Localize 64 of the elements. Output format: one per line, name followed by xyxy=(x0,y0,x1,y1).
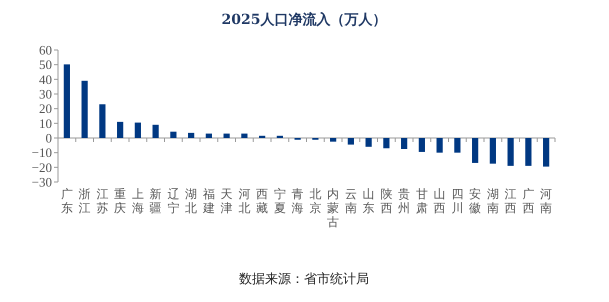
x-tick-label: 天津 xyxy=(220,187,233,215)
bar xyxy=(330,138,336,142)
x-tick-label: 云南 xyxy=(344,187,357,215)
x-tick-label: 甘肃 xyxy=(416,187,428,215)
x-tick-label: 西藏 xyxy=(256,187,268,215)
source-note: 数据来源：省市统计局 xyxy=(239,272,369,287)
bar xyxy=(383,138,390,148)
x-tick-label: 河南 xyxy=(540,187,552,215)
x-tick-label: 广西 xyxy=(522,187,534,215)
bar xyxy=(152,124,159,138)
x-tick-label: 宁夏 xyxy=(274,187,286,215)
y-tick-label: 0 xyxy=(46,130,52,146)
x-tick-label: 福建 xyxy=(202,187,215,215)
bar xyxy=(99,104,106,138)
y-tick-label: 60 xyxy=(39,42,52,58)
x-tick-label: 青海 xyxy=(292,187,304,215)
y-tick-label: −30 xyxy=(32,174,52,190)
x-tick-label: 江苏 xyxy=(96,187,108,215)
y-tick-label: 20 xyxy=(39,101,52,116)
y-tick-label: 50 xyxy=(39,57,52,72)
x-tick-label: 四川 xyxy=(451,187,464,215)
x-tick-label: 湖北 xyxy=(185,187,198,215)
x-tick-label: 河北 xyxy=(238,187,250,215)
y-tick-label: 10 xyxy=(39,116,52,131)
x-tick-label: 贵州 xyxy=(398,187,410,215)
bar xyxy=(543,138,550,167)
bar xyxy=(170,132,176,138)
bar xyxy=(490,138,496,164)
bar xyxy=(241,134,248,138)
bar xyxy=(436,138,443,153)
x-tick-label: 上海 xyxy=(132,187,144,215)
bar xyxy=(454,138,460,153)
x-tick-label: 湖南 xyxy=(486,187,499,215)
bar xyxy=(206,134,212,138)
bar xyxy=(366,138,372,147)
x-tick-label: 江西 xyxy=(504,187,517,215)
bar xyxy=(117,122,124,138)
y-tick-label: 30 xyxy=(39,86,52,102)
chart-title: 2025人口净流入（万人） xyxy=(222,11,386,28)
bar xyxy=(418,138,425,152)
x-tick-label: 山西 xyxy=(434,187,446,215)
x-tick-label: 新疆 xyxy=(150,187,162,215)
y-tick-label: −20 xyxy=(32,160,52,175)
bar xyxy=(82,80,88,138)
x-tick-label: 山东 xyxy=(362,187,375,215)
bar xyxy=(525,138,532,166)
bar xyxy=(224,134,230,138)
bar xyxy=(64,64,70,138)
x-tick-label: 浙江 xyxy=(78,187,91,215)
bar xyxy=(472,138,478,163)
x-tick-label: 广东 xyxy=(60,187,73,215)
x-tick-label: 辽宁 xyxy=(167,187,180,215)
bar xyxy=(508,138,514,166)
x-tick-label: 北京 xyxy=(309,187,322,215)
x-tick-label: 陕西 xyxy=(380,187,392,215)
x-tick-label: 安徽 xyxy=(469,187,482,215)
bar xyxy=(348,138,354,145)
bar xyxy=(134,122,141,138)
x-tick-label: 内蒙古 xyxy=(327,187,340,229)
bar xyxy=(188,132,194,138)
bar xyxy=(401,138,408,149)
y-tick-label: 40 xyxy=(39,72,52,87)
x-tick-label: 重庆 xyxy=(114,187,126,215)
y-tick-label: −10 xyxy=(32,145,52,160)
